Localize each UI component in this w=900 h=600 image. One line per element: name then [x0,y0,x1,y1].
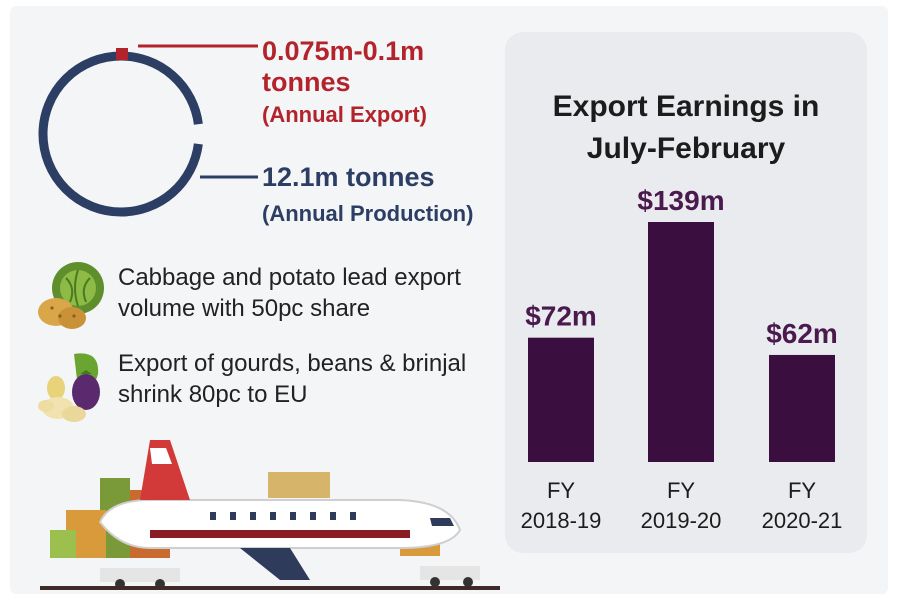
export-earnings-panel: Export Earnings in July-February $72m FY 20… [505,32,867,553]
bar-1 [648,222,714,462]
category-label: FY 2020-21 [762,478,843,533]
chart-title: Export Earnings in July-February [552,90,820,165]
bar-2 [769,354,835,462]
bar-value-label: $139m [637,185,724,216]
cargo-plane-illustration [40,430,500,590]
fact-gourd-bean-brinjal: Export of gourds, beans & brinjal shrink… [118,350,467,408]
gourd-bean-brinjal-icon [34,344,114,433]
bar-value-label: $72m [525,301,597,332]
category-label: FY 2018-19 [521,478,602,533]
export-ring-segment [116,48,128,60]
cabbage-potato-icon [32,256,112,341]
export-earnings-bar-chart: $72m FY 2018-19 $139m FY 2019-20 $62m FY 2020-21 [521,185,843,533]
bar-value-label: $62m [766,318,838,349]
export-share-ring [36,32,206,232]
annual-export-value: 0.075m-0.1m tonnes [262,36,425,97]
fact-cabbage-potato: Cabbage and potato lead export volume wi… [118,264,461,322]
annual-export-label: (Annual Export) [262,102,427,127]
annual-production-label: (Annual Production) [262,201,474,226]
category-label: FY 2019-20 [641,478,722,533]
bar-0 [528,337,594,462]
annual-production-value: 12.1m tonnes [262,162,435,192]
